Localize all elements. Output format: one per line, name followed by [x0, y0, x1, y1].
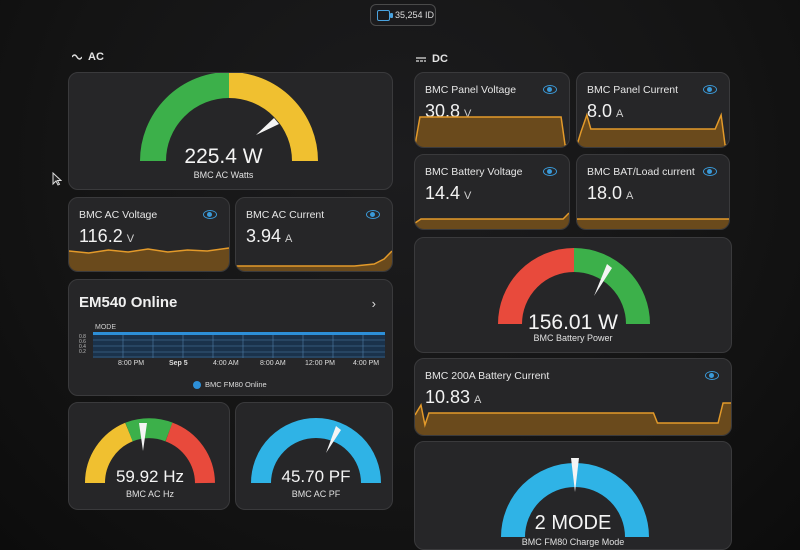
sensor-card-ac-voltage[interactable]: BMC AC Voltage 116.2 V	[68, 197, 230, 272]
x-tick-label: Sep 5	[169, 360, 188, 367]
sensor-card-panel-voltage[interactable]: BMC Panel Voltage 30.8 V	[414, 72, 570, 148]
sensor-name: BMC 200A Battery Current	[425, 370, 550, 382]
sensor-card-bat-load-current[interactable]: BMC BAT/Load current 18.0 A	[576, 154, 730, 230]
section-title-dc: DC	[416, 53, 448, 65]
gauge-value: 225.4 W	[184, 145, 263, 168]
eye-icon[interactable]	[366, 210, 380, 219]
sensor-value: 10.83 A	[425, 387, 482, 407]
dc-icon	[416, 57, 426, 62]
gauge-needle	[594, 264, 612, 296]
mouse-cursor-icon	[52, 172, 62, 186]
sensor-name: BMC Battery Voltage	[425, 166, 523, 178]
gauge-card-ac-hz[interactable]: 59.92 Hz BMC AC Hz	[68, 402, 230, 510]
x-tick-label: 4:00 AM	[213, 360, 239, 367]
gauge-label: BMC AC Watts	[193, 170, 254, 180]
sensor-value: 18.0 A	[587, 183, 634, 203]
sparkline	[236, 250, 392, 271]
gauge-needle	[326, 426, 341, 453]
sensor-name: BMC AC Current	[246, 209, 325, 221]
sensor-name: BMC AC Voltage	[79, 209, 158, 221]
sensor-value: 14.4 V	[425, 183, 472, 203]
gauge-needle	[256, 118, 279, 135]
gauge-value: 2 MODE	[534, 512, 612, 534]
sensor-card-battery-voltage[interactable]: BMC Battery Voltage 14.4 V	[414, 154, 570, 230]
history-chart	[93, 332, 385, 358]
eye-icon[interactable]	[543, 167, 557, 176]
sensor-value: 3.94 A	[246, 226, 293, 246]
gauge-needle	[571, 458, 579, 492]
x-tick-label: 12:00 PM	[305, 360, 335, 367]
sparkline	[577, 112, 729, 147]
x-tick-label: 8:00 AM	[260, 360, 286, 367]
sparkline	[415, 212, 569, 229]
history-title: EM540 Online	[79, 294, 178, 311]
gauge-card-battery-power[interactable]: 156.01 W BMC Battery Power	[414, 237, 732, 353]
gauge-label: BMC Battery Power	[533, 333, 613, 343]
x-tick-label: 4:00 PM	[353, 360, 380, 367]
sensor-name: BMC Panel Current	[587, 84, 679, 96]
sine-wave-icon	[72, 54, 82, 60]
top-badge[interactable]: 35,254 ID	[370, 4, 436, 26]
chart-legend[interactable]: BMC FM80 Online	[193, 380, 267, 389]
eye-icon[interactable]	[705, 371, 719, 380]
sensor-value: 116.2 V	[79, 226, 135, 246]
charge-mode-gauge	[501, 458, 649, 538]
y-axis-label: MODE	[95, 324, 116, 331]
gauge-card-ac-watts[interactable]: 225.4 W BMC AC Watts	[68, 72, 393, 190]
ac-hz-gauge	[84, 418, 215, 484]
gauge-card-ac-pf[interactable]: 45.70 PF BMC AC PF	[235, 402, 393, 510]
gauge-value: 45.70 PF	[281, 467, 351, 486]
legend-dot	[193, 380, 201, 389]
ac-pf-gauge	[251, 418, 381, 484]
sensor-card-battery-current-200a[interactable]: BMC 200A Battery Current 10.83 A	[414, 358, 732, 436]
history-card-em540[interactable]: EM540 Online › MODE 0.8 0.6 0.4 0.2 8:00 PM…	[68, 279, 393, 396]
sensor-card-panel-current[interactable]: BMC Panel Current 8.0 A	[576, 72, 730, 148]
gauge-value: 156.01 W	[528, 311, 618, 334]
y-axis-ticks: 0.8 0.6 0.4 0.2	[79, 334, 86, 355]
chevron-right-icon[interactable]: ›	[371, 296, 376, 311]
sparkline	[69, 247, 229, 271]
eye-icon[interactable]	[703, 167, 717, 176]
sensor-name: BMC BAT/Load current	[587, 166, 695, 178]
badge-text: 35,254 ID	[395, 10, 435, 20]
gauge-label: BMC AC Hz	[125, 489, 174, 499]
battery-power-gauge	[498, 248, 650, 325]
sensor-value: 30.8 V	[425, 101, 472, 121]
sparkline	[415, 402, 731, 435]
gauge-card-charge-mode[interactable]: 2 MODE BMC FM80 Charge Mode	[414, 441, 732, 550]
ac-watts-gauge	[140, 73, 318, 162]
sparkline	[415, 116, 569, 147]
eye-icon[interactable]	[543, 85, 557, 94]
gauge-value: 59.92 Hz	[115, 467, 185, 486]
sensor-card-ac-current[interactable]: BMC AC Current 3.94 A	[235, 197, 393, 272]
section-title-ac: AC	[72, 51, 104, 63]
eye-icon[interactable]	[203, 210, 217, 219]
sensor-name: BMC Panel Voltage	[425, 84, 517, 96]
gauge-needle	[139, 423, 147, 451]
sparkline	[577, 218, 729, 229]
sensor-value: 8.0 A	[587, 101, 624, 121]
x-tick-label: 8:00 PM	[118, 360, 145, 367]
gauge-label: BMC AC PF	[291, 489, 341, 499]
battery-icon	[377, 9, 393, 21]
gauge-label: BMC FM80 Charge Mode	[521, 537, 625, 547]
eye-icon[interactable]	[703, 85, 717, 94]
